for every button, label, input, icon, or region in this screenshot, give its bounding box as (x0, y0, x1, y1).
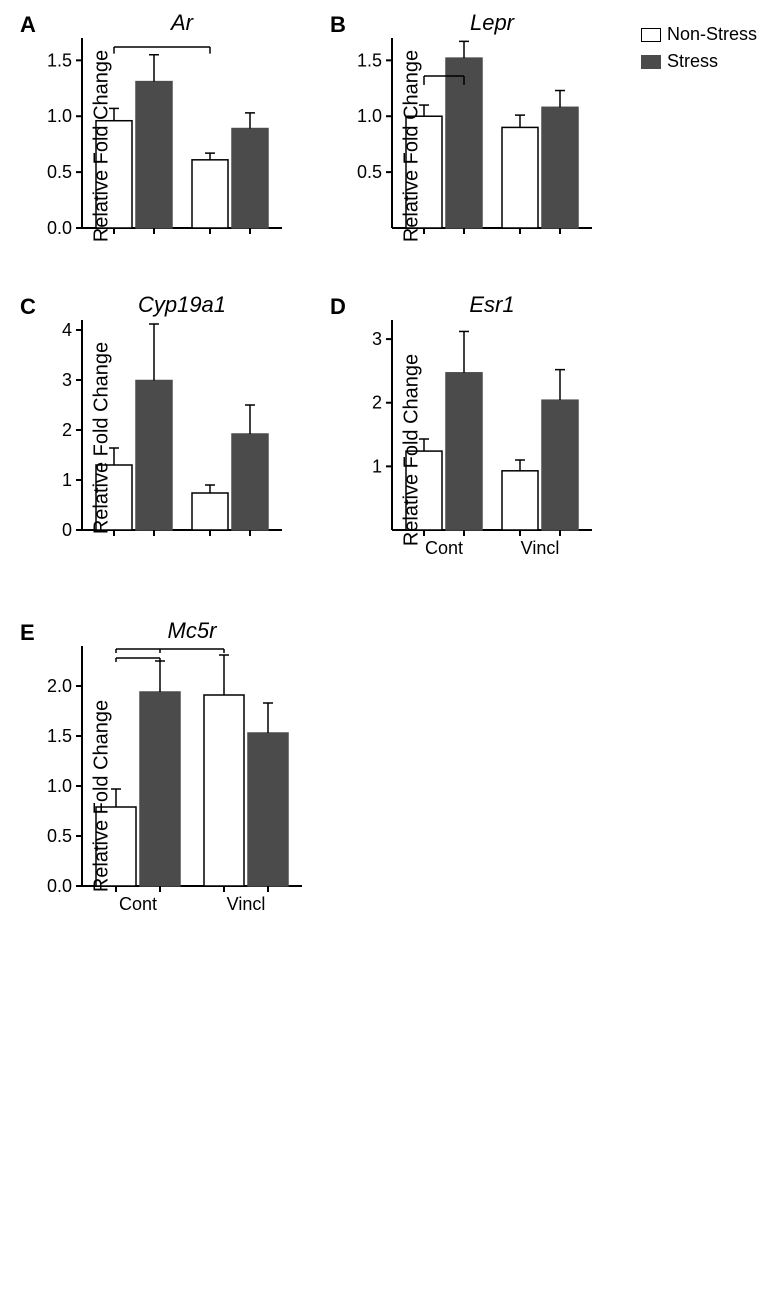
legend-item: Non-Stress (641, 24, 757, 45)
bar (136, 381, 172, 531)
legend-swatch (641, 55, 661, 69)
bar (136, 82, 172, 228)
y-tick-label: 2 (372, 393, 382, 413)
y-tick-label: 0.5 (47, 162, 72, 182)
y-tick-label: 0 (62, 520, 72, 540)
chart-svg: 1 2 3 Cont Vincl (330, 302, 610, 586)
legend-label: Non-Stress (667, 24, 757, 45)
bar (542, 107, 578, 228)
y-tick-label: 1.0 (47, 776, 72, 796)
panel-title: Mc5r (168, 618, 217, 644)
bar (502, 127, 538, 228)
y-tick-label: 0.5 (357, 162, 382, 182)
bar (140, 692, 180, 886)
y-tick-label: 1 (62, 470, 72, 490)
bar (248, 733, 288, 886)
panel-title: Lepr (470, 10, 514, 36)
y-axis-label: Relative Fold Change (91, 50, 114, 242)
y-tick-label: 1.5 (47, 50, 72, 70)
legend-label: Stress (667, 51, 718, 72)
figure: Non-StressStress AArRelative Fold Change… (20, 20, 757, 964)
panel-letter: C (20, 294, 36, 320)
panel-letter: E (20, 620, 35, 646)
bar (502, 471, 538, 530)
chart-svg: 0.0 0.5 1.0 1.5 (20, 20, 300, 260)
x-tick-label: Vincl (521, 538, 560, 558)
y-tick-label: 0.5 (47, 826, 72, 846)
bar (446, 373, 482, 530)
bar (232, 434, 268, 530)
y-tick-label: 1.0 (47, 106, 72, 126)
bar (192, 160, 228, 228)
y-tick-label: 0.0 (47, 218, 72, 238)
panel-c: CCyp19a1Relative Fold Change01234 (20, 302, 300, 574)
legend: Non-Stress Stress (641, 24, 757, 72)
chart-svg: 0 1 2 3 4 (20, 302, 300, 562)
y-tick-label: 1.5 (357, 50, 382, 70)
x-tick-label: Cont (425, 538, 463, 558)
y-tick-label: 4 (62, 320, 72, 340)
panel-d: DEsr1Relative Fold Change123ContVincl (330, 302, 610, 598)
y-tick-label: 2.0 (47, 676, 72, 696)
chart-svg: 0.0 0.5 1.0 1.5 2.0 Cont Vincl (20, 628, 320, 952)
y-axis-label: Relative Fold Change (401, 50, 424, 242)
panel-letter: D (330, 294, 346, 320)
panel-title: Ar (171, 10, 193, 36)
y-axis-label: Relative Fold Change (91, 342, 114, 534)
bar (192, 493, 228, 530)
y-tick-label: 2 (62, 420, 72, 440)
chart-svg: 0.5 1.0 1.5 (330, 20, 610, 260)
y-axis-label: Relative Fold Change (91, 700, 114, 892)
x-tick-label: Cont (119, 894, 157, 914)
y-tick-label: 3 (372, 329, 382, 349)
panel-letter: B (330, 12, 346, 38)
y-tick-label: 0.0 (47, 876, 72, 896)
y-tick-label: 1.0 (357, 106, 382, 126)
x-tick-label: Vincl (227, 894, 266, 914)
bar (232, 129, 268, 228)
bar (542, 400, 578, 530)
panel-b: BLeprRelative Fold Change0.51.01.5 (330, 20, 610, 272)
legend-item: Stress (641, 51, 757, 72)
y-axis-label: Relative Fold Change (401, 354, 424, 546)
legend-swatch (641, 28, 661, 42)
y-tick-label: 1.5 (47, 726, 72, 746)
y-tick-label: 3 (62, 370, 72, 390)
panel-a: AArRelative Fold Change0.00.51.01.5 (20, 20, 300, 272)
panel-e: EMc5rRelative Fold Change0.00.51.01.52.0… (20, 628, 320, 964)
panel-title: Esr1 (469, 292, 514, 318)
panel-title: Cyp19a1 (138, 292, 226, 318)
y-tick-label: 1 (372, 456, 382, 476)
bar (204, 695, 244, 886)
panel-letter: A (20, 12, 36, 38)
